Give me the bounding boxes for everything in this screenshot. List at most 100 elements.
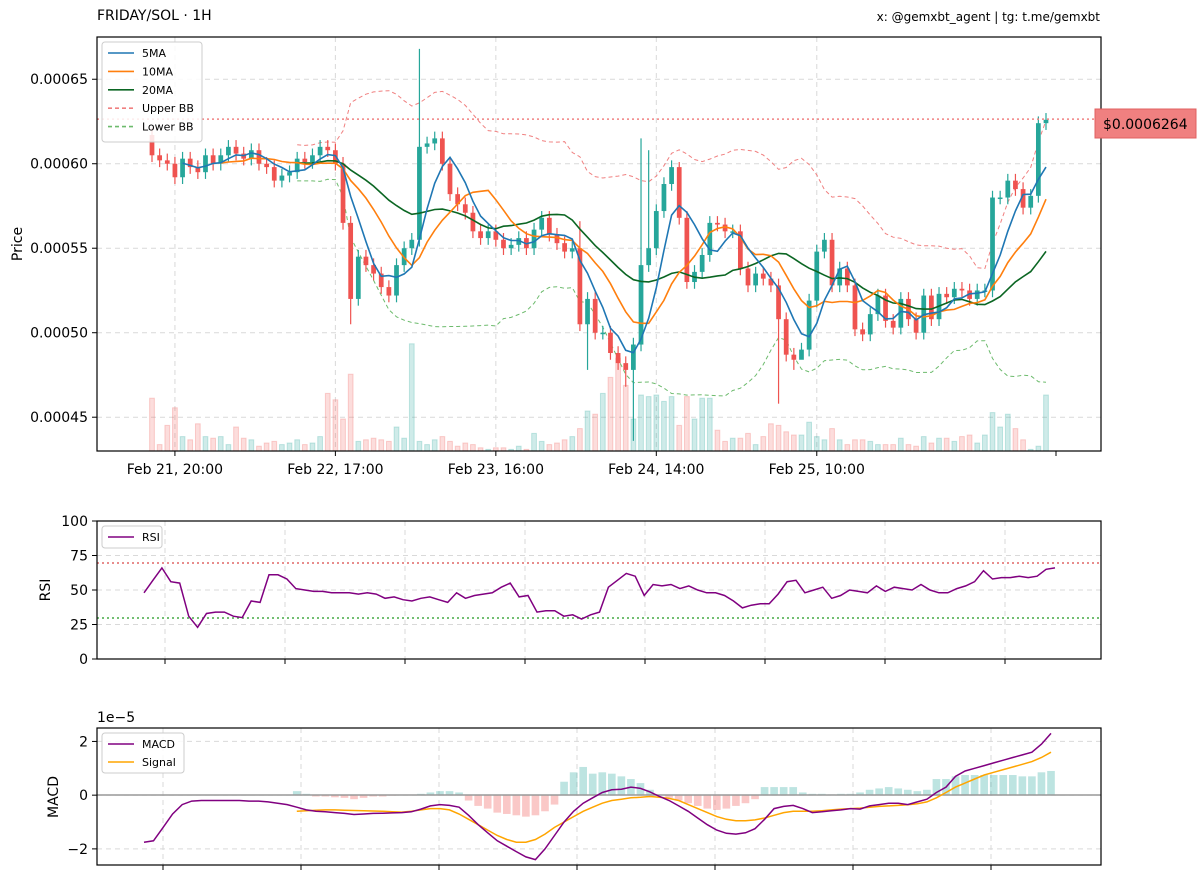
macd-histogram-bar — [292, 791, 301, 796]
macd-histogram-bar — [522, 795, 530, 817]
candle-body — [470, 212, 476, 232]
volume-bar — [561, 439, 568, 452]
volume-bar — [691, 418, 698, 452]
candle-body — [1043, 119, 1049, 124]
candle-body — [569, 248, 575, 252]
price-ytick-label: 0.00060 — [30, 157, 88, 173]
volume-bar — [569, 436, 576, 452]
volume-bar — [546, 444, 553, 452]
volume-bar — [378, 439, 385, 452]
volume-bar — [989, 412, 996, 452]
rsi-ytick-label: 50 — [70, 583, 88, 599]
macd-histogram-bar — [703, 795, 712, 809]
candle-body — [760, 273, 766, 279]
macd-histogram-bar — [598, 772, 607, 796]
candle-body — [424, 143, 430, 147]
candle-body — [944, 293, 950, 298]
candle-body — [355, 256, 361, 299]
volume-bar — [859, 439, 866, 452]
candle-body — [699, 254, 705, 272]
legend-label: Signal — [142, 756, 176, 769]
volume-bar — [584, 410, 591, 452]
rsi-axis-label: RSI — [38, 579, 54, 602]
macd-line — [143, 732, 1052, 861]
candle-body — [271, 167, 277, 181]
volume-bar — [798, 434, 805, 452]
volume-bar — [966, 434, 973, 452]
volume-bar — [729, 437, 736, 452]
candle-body — [1035, 123, 1041, 196]
volume-bar — [439, 436, 446, 452]
macd-histogram-bar — [970, 775, 979, 796]
volume-bar — [783, 431, 790, 452]
candle-body — [623, 363, 629, 370]
last-price-tag: $0.0006264 — [1094, 108, 1197, 139]
candle-body — [478, 231, 483, 239]
volume-bar — [431, 439, 438, 452]
candle-body — [157, 155, 163, 161]
candle-body — [684, 217, 690, 283]
macd-histogram-bar — [321, 795, 330, 797]
candle-body — [799, 349, 804, 360]
volume-bar — [928, 442, 935, 452]
candle-body — [768, 278, 774, 286]
price-xtick-label: Feb 25, 10:00 — [769, 462, 865, 478]
price-xtick-label: Feb 21, 20:00 — [127, 462, 223, 478]
volume-bar — [577, 428, 583, 452]
volume-bar — [668, 396, 675, 452]
volume-bar — [301, 444, 308, 452]
volume-bar — [852, 439, 858, 452]
volume-bar — [806, 421, 812, 452]
volume-bar — [294, 439, 301, 452]
candle-body — [883, 295, 888, 321]
macd-histogram-bar — [579, 766, 587, 796]
volume-bar — [194, 423, 201, 452]
price-ytick-label: 0.00065 — [30, 72, 88, 88]
macd-histogram-bar — [875, 788, 883, 796]
macd-histogram-bar — [674, 795, 683, 801]
candle-body — [745, 268, 751, 286]
price-xtick-label: Feb 23, 16:00 — [448, 462, 544, 478]
price-legend: 5MA 10MA 20MA Upper BB Lower BB — [101, 41, 203, 143]
candle-body — [432, 138, 438, 144]
candle-body — [722, 224, 728, 232]
volume-bar — [164, 424, 171, 452]
candle-body — [447, 163, 453, 195]
volume-bar — [454, 445, 461, 452]
volume-bar — [760, 436, 767, 452]
candle-body — [340, 163, 346, 223]
candle-body — [226, 146, 231, 156]
candle-body — [256, 150, 262, 164]
volume-bar — [982, 434, 988, 452]
volume-bar — [745, 432, 751, 452]
macd-histogram-bar — [665, 795, 673, 798]
candle-body — [707, 222, 713, 255]
macd-histogram-bar — [741, 795, 750, 804]
volume-bar — [875, 444, 881, 452]
candle-body — [929, 295, 934, 320]
macd-histogram-bar — [445, 791, 454, 796]
candle-body — [653, 211, 659, 249]
candle-body — [248, 150, 254, 159]
macd-histogram-bar — [989, 775, 998, 796]
candle-body — [409, 239, 415, 249]
volume-bar — [684, 396, 690, 452]
volume-bar — [897, 437, 904, 452]
macd-ytick-label: −2 — [67, 842, 88, 858]
volume-bar — [240, 437, 247, 452]
volume-bar — [829, 428, 835, 452]
candle-body — [646, 248, 652, 266]
macd-histogram-bar — [455, 792, 463, 796]
candle-body — [806, 300, 812, 350]
candle-body — [1013, 180, 1018, 190]
macd-histogram-bar — [312, 795, 320, 797]
volume-bar — [653, 394, 660, 452]
rsi-ytick-label: 0 — [79, 652, 88, 668]
macd-histogram-bar — [359, 795, 368, 798]
volume-bar — [913, 445, 919, 452]
rsi-line — [143, 566, 1056, 629]
candle-body — [371, 265, 376, 274]
price-xtick-label: Feb 22, 17:00 — [287, 462, 383, 478]
macd-histogram-bar — [608, 773, 616, 796]
volume-bar — [554, 442, 560, 452]
